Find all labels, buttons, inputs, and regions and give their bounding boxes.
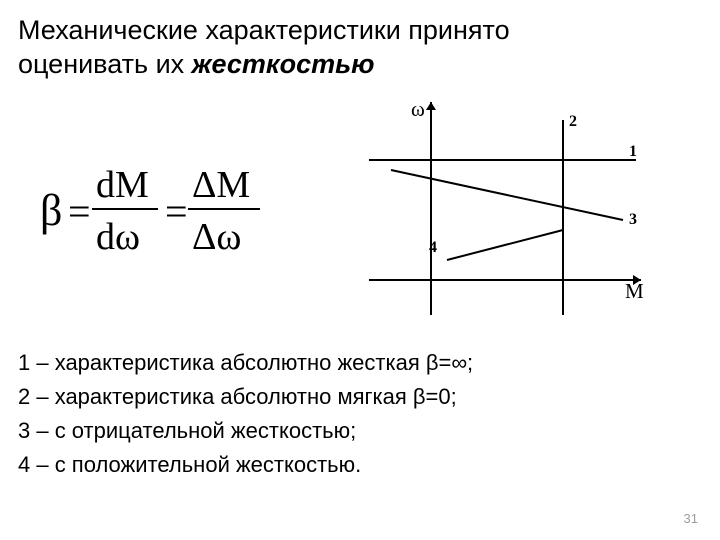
middle-row: β = dM dω = ΔM Δω 1234Mω: [18, 90, 702, 340]
title-line-2-pre: оценивать их: [18, 49, 192, 79]
slide: Механические характеристики принято оцен…: [0, 0, 720, 540]
formula-eq2: =: [165, 189, 188, 234]
formula-beta: β: [40, 186, 62, 235]
curve-label-2: 2: [569, 113, 577, 130]
curve-label-3: 3: [629, 211, 637, 228]
formula-Deltaw: Δω: [192, 216, 241, 258]
chart-svg: 1234Mω: [351, 90, 651, 340]
legend-item-2: 2 – характеристика абсолютно мягкая β=0;: [18, 380, 702, 414]
y-axis-label: ω: [411, 97, 425, 121]
formula-dw: dω: [96, 216, 140, 258]
legend-item-1: 1 – характеристика абсолютно жесткая β=∞…: [18, 346, 702, 380]
diagram-block: 1234Mω: [300, 90, 702, 340]
formula-svg: β = dM dω = ΔM Δω: [40, 157, 270, 267]
legend-item-3: 3 – с отрицательной жесткостью;: [18, 414, 702, 448]
page-number: 31: [684, 511, 698, 526]
title-line-1: Механические характеристики принято: [18, 15, 510, 45]
curve-3: [391, 170, 623, 220]
curve-label-1: 1: [629, 143, 637, 160]
title-line-2-em: жесткостью: [192, 49, 375, 79]
formula-dM: dM: [96, 164, 149, 206]
x-axis-label: M: [625, 279, 644, 303]
formula-eq1: =: [68, 189, 91, 234]
formula-block: β = dM dω = ΔM Δω: [18, 157, 300, 272]
formula-DeltaM: ΔM: [192, 164, 250, 206]
curve-4: [447, 230, 563, 260]
y-axis-arrow: [426, 102, 436, 110]
legend-item-4: 4 – с положительной жесткостью.: [18, 448, 702, 482]
legend: 1 – характеристика абсолютно жесткая β=∞…: [18, 346, 702, 482]
slide-title: Механические характеристики принято оцен…: [18, 14, 702, 82]
